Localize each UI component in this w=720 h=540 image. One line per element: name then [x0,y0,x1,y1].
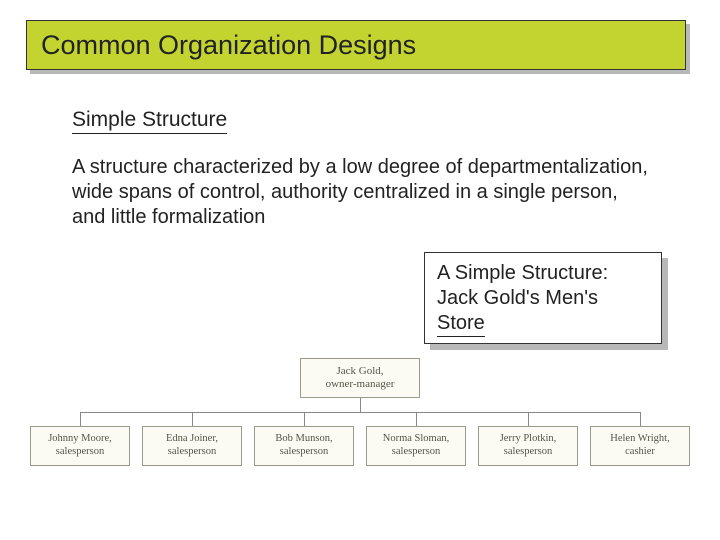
section-subheading: Simple Structure [72,108,227,134]
org-child-2-name: Edna Joiner, [143,433,241,446]
org-child-6-role: cashier [591,446,689,459]
org-child-6: Helen Wright, cashier [590,426,690,466]
org-child-3-name: Bob Munson, [255,433,353,446]
org-child-3-role: salesperson [255,446,353,459]
callout-line2: Jack Gold's Men's [437,287,598,309]
org-child-5-role: salesperson [479,446,577,459]
callout-line1: A Simple Structure: [437,262,608,284]
callout-line3: Store [437,311,485,337]
org-child-5: Jerry Plotkin, salesperson [478,426,578,466]
org-connector-main [360,398,361,412]
slide-title: Common Organization Designs [41,30,416,61]
body-paragraph: A structure characterized by a low degre… [72,155,652,230]
org-child-3: Bob Munson, salesperson [254,426,354,466]
org-top-name: Jack Gold, [301,365,419,378]
org-child-6-name: Helen Wright, [591,433,689,446]
org-drop-6 [640,412,641,426]
org-child-5-name: Jerry Plotkin, [479,433,577,446]
org-connector-horiz [80,412,640,413]
callout-box: A Simple Structure: Jack Gold's Men's St… [424,252,662,344]
org-top-role: owner-manager [301,378,419,391]
org-child-1-role: salesperson [31,446,129,459]
org-child-4-role: salesperson [367,446,465,459]
org-child-4-name: Norma Sloman, [367,433,465,446]
org-drop-1 [80,412,81,426]
org-chart: Jack Gold, owner-manager Johnny Moore, s… [30,358,690,498]
org-drop-5 [528,412,529,426]
org-top-node: Jack Gold, owner-manager [300,358,420,398]
org-child-4: Norma Sloman, salesperson [366,426,466,466]
org-child-2-role: salesperson [143,446,241,459]
org-children-row: Johnny Moore, salesperson Edna Joiner, s… [30,426,690,466]
org-child-1: Johnny Moore, salesperson [30,426,130,466]
org-child-1-name: Johnny Moore, [31,433,129,446]
org-child-2: Edna Joiner, salesperson [142,426,242,466]
org-drop-2 [192,412,193,426]
title-banner: Common Organization Designs [26,20,686,70]
org-drop-4 [416,412,417,426]
org-drop-3 [304,412,305,426]
